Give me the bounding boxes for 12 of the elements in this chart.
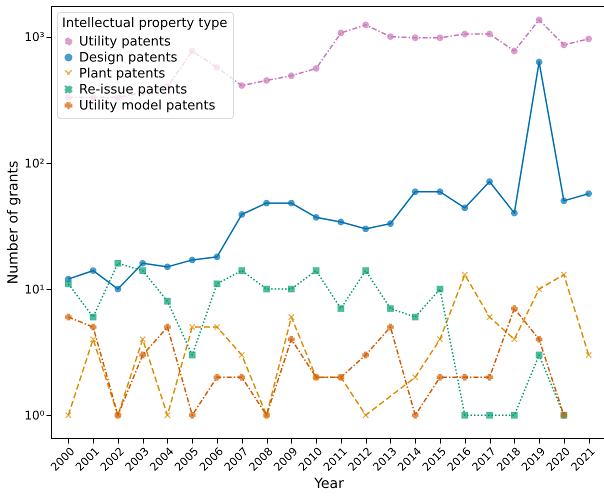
y-tick-label: 10¹ [24, 282, 45, 297]
legend-label: Design patents [79, 50, 178, 66]
y-tick-label: 10³ [24, 30, 45, 44]
legend-label: Plant patents [79, 66, 166, 82]
y-axis-title: Number of grants [5, 160, 22, 284]
legend-label: Utility patents [79, 34, 172, 50]
x-axis-title: Year [313, 476, 344, 492]
y-tick-label: 10² [24, 156, 45, 170]
legend-label: Utility model patents [79, 98, 216, 114]
legend-label: Re-issue patents [79, 82, 188, 98]
y-tick-label: 10⁰ [24, 408, 45, 423]
legend-title: Intellectual property type [62, 16, 228, 31]
